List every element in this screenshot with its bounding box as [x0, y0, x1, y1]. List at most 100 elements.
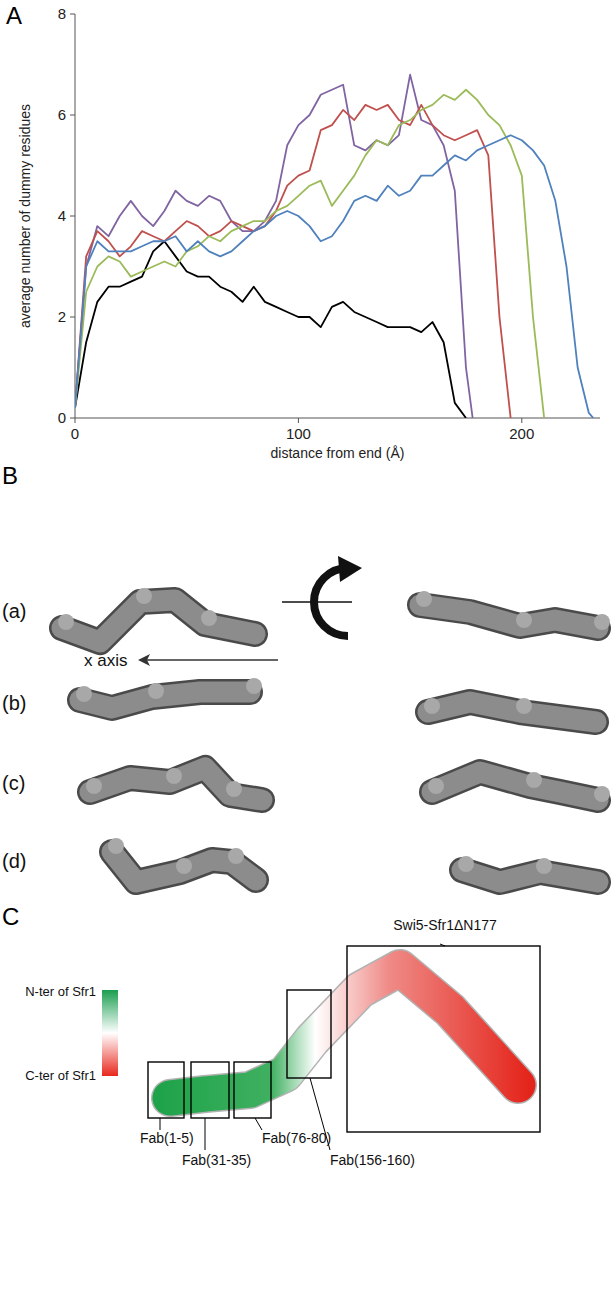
x-axis [75, 418, 600, 419]
surface-bump [136, 588, 152, 604]
molecule-surface [86, 768, 262, 800]
y-tick [70, 317, 75, 318]
region-label: Fab(156-160) [330, 1152, 415, 1168]
series-line [75, 75, 473, 418]
series-line [75, 135, 593, 418]
x-tick [521, 418, 522, 423]
surface-bump [226, 781, 242, 797]
surface-body [62, 600, 255, 642]
y-axis-title: average number of dummy residues [17, 104, 33, 328]
region-label: Fab(1-5) [140, 1130, 194, 1146]
row-label: (a) [2, 600, 26, 622]
surface-bump [594, 786, 610, 802]
region-box [347, 946, 540, 1132]
series-line [75, 241, 466, 418]
surface-outline [420, 605, 598, 628]
region-box [191, 1062, 229, 1118]
x-tick-label: 200 [509, 425, 534, 442]
molecule-surface [458, 856, 598, 882]
panel-label: B [2, 462, 18, 489]
y-tick-label: 6 [58, 106, 66, 123]
surface-bump [516, 698, 532, 714]
scale-label: C-ter of Sfr1 [25, 1068, 96, 1083]
surface-body [432, 772, 598, 800]
surface-bump [76, 686, 92, 702]
series-line [75, 90, 544, 418]
molecule-surface [416, 591, 610, 630]
complex-outline [170, 968, 518, 1098]
x-tick [298, 418, 299, 423]
surface-bump [228, 848, 244, 864]
x-axis-arrow [146, 659, 278, 660]
scale-label: N-ter of Sfr1 [25, 984, 96, 999]
figure: A 0 2 4 6 8 0 100 200 distance from end (Å) averag… [0, 0, 616, 1313]
region-label: Swi5-Sfr1ΔN177 [393, 917, 497, 933]
surface-bump [176, 858, 192, 874]
surface-bump [416, 591, 432, 607]
surface-bump [424, 698, 440, 714]
leader-line [310, 1078, 330, 1150]
y-tick [70, 418, 75, 419]
surface-bump [201, 610, 217, 626]
row-label: (d) [2, 850, 26, 872]
color-scale [102, 990, 118, 1076]
region-box [148, 1062, 184, 1118]
leader-line [205, 1118, 206, 1150]
region-box [287, 990, 331, 1078]
surface-outline [432, 772, 598, 800]
surface-bump [526, 772, 542, 788]
molecule-surface [108, 838, 256, 882]
surface-outline [62, 600, 255, 642]
surface-outline [80, 692, 250, 708]
molecule-surface [58, 588, 255, 642]
surface-bump [428, 778, 444, 794]
surface-bump [148, 683, 164, 699]
region-box [234, 1062, 271, 1118]
surface-bump [166, 768, 182, 784]
x-tick [75, 418, 76, 423]
surface-body [90, 768, 262, 800]
x-axis-title: distance from end (Å) [271, 445, 405, 461]
surface-body [462, 870, 598, 882]
panel-label: A [6, 2, 22, 29]
surface-outline [428, 702, 596, 722]
surface-body [80, 692, 250, 708]
molecule-surface [424, 698, 596, 722]
y-tick-label: 4 [58, 207, 66, 224]
molecule-surface [76, 678, 262, 708]
surface-bump [536, 858, 552, 874]
y-tick-label: 0 [58, 409, 66, 426]
surface-bump [108, 838, 124, 854]
arrow-head [338, 556, 362, 582]
leader-line [255, 1118, 262, 1130]
axis-label: x axis [84, 651, 127, 670]
surface-bump [86, 778, 102, 794]
plot-area [75, 75, 593, 418]
molecule-surface [428, 772, 610, 802]
complex-surface [170, 968, 518, 1098]
region-label: Fab(31-35) [182, 1152, 251, 1168]
leader-line [440, 944, 445, 946]
surface-bump [594, 614, 610, 630]
leader-line [160, 1118, 161, 1130]
panel-label: C [2, 903, 19, 930]
surface-bump [246, 678, 262, 694]
surface-bump [458, 856, 474, 872]
row-label: (c) [2, 772, 25, 794]
surface-bump [516, 612, 532, 628]
surface-body [420, 605, 598, 628]
x-tick-label: 100 [286, 425, 311, 442]
y-tick-label: 2 [58, 308, 66, 325]
series-line [75, 105, 511, 418]
surface-outline [90, 768, 262, 800]
surface-body [428, 702, 596, 722]
surface-bump [58, 614, 74, 630]
arrow-head [138, 654, 150, 666]
row-label: (b) [2, 692, 26, 714]
y-tick [70, 216, 75, 217]
surface-outline [462, 870, 598, 882]
y-tick-label: 8 [58, 5, 66, 22]
region-label: Fab(76-80) [262, 1130, 331, 1146]
x-tick-label: 0 [71, 425, 79, 442]
y-tick [70, 115, 75, 116]
